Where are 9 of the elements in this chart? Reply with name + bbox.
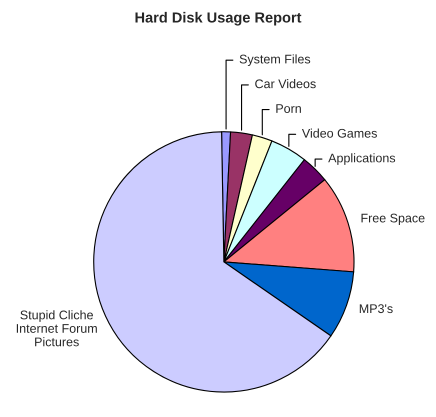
- slice-label: Stupid Cliche Internet Forum Pictures: [16, 310, 97, 346]
- slice-label: Car Videos: [255, 79, 316, 88]
- slice-label: Video Games: [302, 128, 377, 138]
- slice-label: Free Space: [362, 214, 425, 225]
- slice-label: System Files: [240, 54, 310, 66]
- slice-label: Porn: [276, 104, 301, 113]
- slice-label: MP3's: [360, 304, 393, 314]
- chart-title: Hard Disk Usage Report: [136, 12, 302, 26]
- slice-label: Applications: [328, 153, 396, 165]
